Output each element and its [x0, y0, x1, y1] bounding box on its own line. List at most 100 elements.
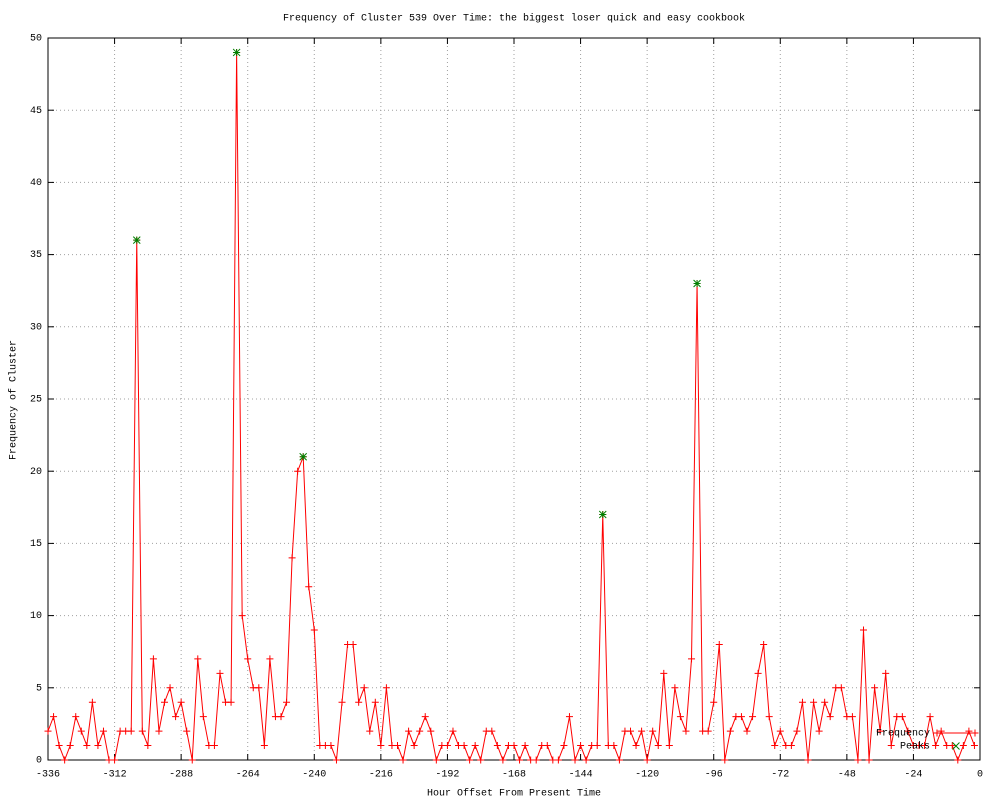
point	[776, 727, 784, 735]
point	[499, 756, 507, 764]
point	[688, 655, 696, 663]
point	[188, 756, 196, 764]
y-tick-label: 10	[30, 611, 42, 622]
point	[238, 612, 246, 620]
y-tick-label: 20	[30, 467, 42, 478]
point	[172, 713, 180, 721]
point	[532, 756, 540, 764]
point	[649, 727, 657, 735]
point	[50, 713, 58, 721]
x-tick-label: -288	[169, 770, 193, 781]
x-tick-label: -168	[502, 770, 526, 781]
point	[810, 698, 818, 706]
point	[288, 554, 296, 562]
x-tick-label: -144	[569, 770, 593, 781]
point	[854, 756, 862, 764]
y-tick-label: 5	[36, 683, 42, 694]
point	[665, 742, 673, 750]
point	[926, 713, 934, 721]
point	[654, 742, 662, 750]
point	[593, 742, 601, 750]
point	[488, 727, 496, 735]
legend-marker	[952, 742, 960, 750]
point	[216, 669, 224, 677]
point	[898, 713, 906, 721]
point	[449, 727, 457, 735]
point	[510, 742, 518, 750]
point	[294, 467, 302, 475]
x-axis-label: Hour Offset From Present Time	[427, 788, 601, 800]
point	[255, 684, 263, 692]
point	[554, 756, 562, 764]
point	[132, 236, 141, 245]
point	[94, 742, 102, 750]
point	[371, 698, 379, 706]
legend-label: Frequency	[876, 729, 930, 740]
point	[355, 698, 363, 706]
point	[377, 742, 385, 750]
point	[671, 684, 679, 692]
point	[416, 727, 424, 735]
point	[61, 756, 69, 764]
point	[821, 698, 829, 706]
point	[299, 452, 308, 461]
point	[99, 727, 107, 735]
point	[848, 713, 856, 721]
point	[149, 655, 157, 663]
point	[954, 756, 962, 764]
x-tick-label: -96	[705, 770, 723, 781]
y-tick-label: 0	[36, 756, 42, 767]
point	[210, 742, 218, 750]
point	[260, 742, 268, 750]
point	[471, 742, 479, 750]
point	[715, 640, 723, 648]
point	[754, 669, 762, 677]
point	[138, 727, 146, 735]
point	[737, 713, 745, 721]
x-tick-label: 0	[977, 770, 983, 781]
x-tick-label: -216	[369, 770, 393, 781]
point	[921, 742, 929, 750]
point	[826, 713, 834, 721]
y-tick-label: 35	[30, 250, 42, 261]
point	[183, 727, 191, 735]
point	[44, 727, 52, 735]
point	[610, 742, 618, 750]
point	[332, 756, 340, 764]
point	[865, 756, 873, 764]
point	[83, 742, 91, 750]
point	[571, 756, 579, 764]
point	[144, 742, 152, 750]
point	[710, 698, 718, 706]
point	[904, 727, 912, 735]
point	[477, 756, 485, 764]
point	[970, 742, 978, 750]
x-tick-label: -24	[904, 770, 922, 781]
point	[948, 742, 956, 750]
point	[443, 742, 451, 750]
point	[582, 756, 590, 764]
point	[382, 684, 390, 692]
point	[860, 626, 867, 634]
point	[749, 713, 757, 721]
legend-label: Peaks	[900, 741, 930, 753]
point	[560, 742, 568, 750]
point	[88, 698, 96, 706]
point	[577, 742, 585, 750]
x-tick-label: -336	[36, 770, 60, 781]
y-tick-label: 45	[30, 106, 42, 117]
x-tick-label: -192	[435, 770, 459, 781]
point	[682, 727, 690, 735]
point	[887, 742, 895, 750]
point	[721, 756, 729, 764]
point	[460, 742, 468, 750]
point	[360, 684, 368, 692]
point	[394, 742, 401, 750]
point	[793, 727, 801, 735]
y-axis-label: Frequency of Cluster	[8, 340, 20, 460]
point	[932, 742, 940, 750]
point	[543, 742, 551, 750]
y-tick-label: 25	[30, 395, 42, 406]
